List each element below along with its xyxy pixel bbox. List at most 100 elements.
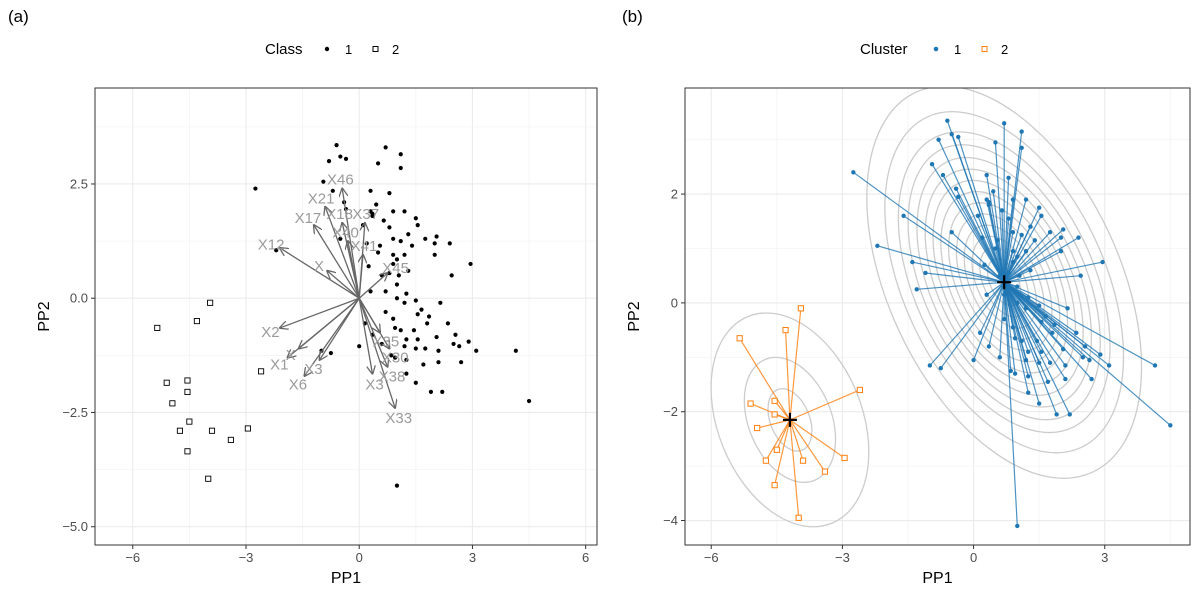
point-class-1 [375,161,381,166]
segment-cluster-1 [1003,251,1014,283]
biplot-label: X17 [295,210,322,227]
point-class-1 [368,289,373,294]
point-class-2 [169,400,176,407]
point-cluster-1 [986,344,992,349]
legend-title: Class [265,41,303,58]
point-cluster-1 [936,137,941,142]
point-cluster-1 [1078,273,1083,278]
point-class-2 [208,427,216,434]
point-cluster-1 [1067,412,1072,417]
biplot-arrow [358,273,387,299]
x-tick-label: −3 [835,550,850,565]
point-cluster-1 [1010,259,1016,265]
point-class-1 [411,328,417,333]
point-class-1 [404,371,409,376]
point-cluster-2 [795,514,802,521]
point-class-1 [357,344,362,349]
y-tick-label: 2 [671,187,678,202]
x-tick-label: 3 [469,550,476,565]
x-tick-label: 6 [582,550,589,565]
point-cluster-1 [1010,325,1016,330]
segment-cluster-1 [986,281,1005,296]
biplot-label: X46 [327,172,354,189]
biplot-label: X3 [365,376,383,393]
biplot-label: X [286,347,296,364]
legend: Class 1 2 [265,41,399,58]
panel-border [94,87,598,546]
grid [685,88,1190,545]
point-cluster-1 [1063,363,1068,368]
point-class-1 [415,337,420,342]
point-cluster-1 [1050,330,1055,336]
segment-cluster-1 [973,282,1005,361]
point-cluster-1 [1015,284,1020,289]
segment-cluster-1 [1003,281,1093,380]
point-cluster-1 [1036,303,1042,308]
y-tick-label: 0 [671,295,678,310]
biplot-arrow [358,297,389,348]
segment-cluster-2 [765,419,791,461]
point-cluster-1 [1036,401,1042,406]
point-cluster-1 [1100,259,1105,265]
point-cluster-1 [956,194,961,200]
segments-cluster-2 [739,308,861,518]
point-class-1 [468,261,473,267]
plot-area [710,88,1173,529]
segment-cluster-2 [739,337,791,421]
panel-label: (a) [8,7,29,26]
point-cluster-1 [1019,338,1024,344]
point-class-1 [368,188,373,193]
point-class-1 [526,398,532,404]
point-cluster-1 [1039,349,1044,355]
point-class-1 [402,344,407,349]
point-cluster-2 [762,457,769,464]
point-class-1 [457,344,462,349]
point-cluster-2 [841,454,848,462]
point-class-1 [334,143,339,148]
biplot-arrow [348,241,360,299]
point-class-1 [413,346,418,351]
point-class-1 [394,257,400,262]
segment-cluster-1 [951,134,1005,283]
segment-cluster-2 [789,389,861,421]
segment-cluster-1 [1003,281,1066,366]
point-class-1 [391,261,396,267]
point-cluster-1 [1010,249,1016,254]
ellipse-cluster-2 [743,356,837,484]
segment-cluster-1 [925,272,1005,283]
point-cluster-1 [929,161,935,167]
legend-label-cluster-1: 1 [954,42,961,57]
point-cluster-1 [938,365,943,371]
x-tick-label: 0 [356,550,363,565]
point-class-1 [425,321,430,326]
point-cluster-1 [977,330,983,336]
point-cluster-1 [927,363,933,368]
point-class-1 [419,307,424,312]
segment-cluster-1 [1003,229,1064,283]
point-cluster-1 [1039,319,1044,325]
segment-cluster-1 [1003,281,1171,426]
point-cluster-1 [1039,213,1044,219]
segment-cluster-1 [957,136,1005,283]
point-class-1 [513,348,518,353]
point-cluster-1 [980,235,985,240]
point-class-1 [398,165,403,171]
biplot-label: X41 [351,238,378,255]
biplot-arrow [359,255,363,299]
ellipse-cluster-1 [897,131,1111,434]
point-cluster-1 [1010,229,1016,235]
panel-b: (b) −6 −3 0 3 −4 −2 0 2 PP1 PP2 Cluster 1 2 [622,7,1191,587]
point-cluster-1 [1026,390,1031,395]
point-class-1 [404,337,409,342]
segment-cluster-1 [1003,281,1071,415]
biplot-label: X1 [270,356,288,373]
biplot-label: X30 [382,350,409,367]
biplot-label: X35 [373,334,400,351]
point-class-1 [321,179,326,184]
point-class-1 [366,264,371,269]
point-class-2 [258,368,265,375]
point-class-1 [428,389,434,395]
point-class-2 [193,318,200,325]
segment-cluster-1 [1003,281,1068,309]
